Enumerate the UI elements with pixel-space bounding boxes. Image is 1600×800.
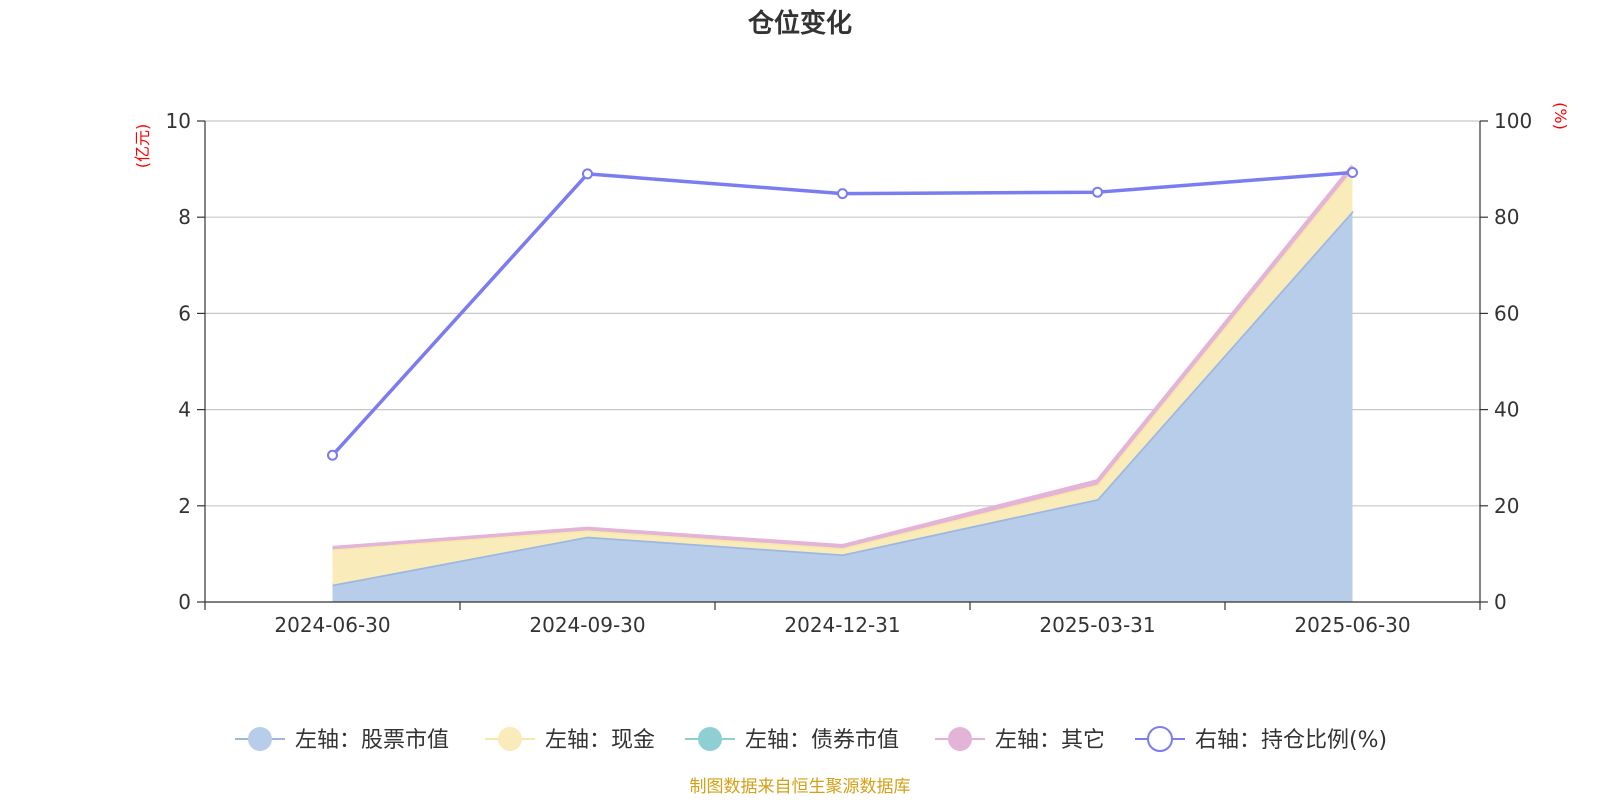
right-axis-tick-label: 60 bbox=[1494, 301, 1519, 325]
source-note: 制图数据来自恒生聚源数据库 bbox=[690, 777, 911, 797]
legend-label: 左轴：债券市值 bbox=[745, 728, 899, 753]
holding-ratio-line bbox=[327, 166, 1358, 461]
legend-item: 左轴：现金 bbox=[485, 727, 655, 753]
left-axis-tick-label: 6 bbox=[178, 301, 191, 325]
legend-label: 左轴：现金 bbox=[545, 728, 655, 753]
left-axis-tick-label: 0 bbox=[178, 590, 191, 614]
legend-label: 左轴：其它 bbox=[995, 728, 1105, 753]
legend-symbol bbox=[248, 727, 272, 751]
area-左轴：股票市值 bbox=[332, 210, 1353, 602]
legend-symbol bbox=[498, 727, 522, 751]
right-axis-tick-label: 100 bbox=[1494, 109, 1532, 133]
x-axis-tick-label: 2025-06-30 bbox=[1294, 613, 1410, 637]
right-axis-tick-label: 20 bbox=[1494, 494, 1519, 518]
stacked-areas bbox=[332, 164, 1354, 602]
line-point bbox=[1347, 166, 1358, 178]
x-axis-tick-label: 2025-03-31 bbox=[1039, 613, 1155, 637]
legend-item: 左轴：其它 bbox=[935, 727, 1105, 753]
line-point bbox=[837, 188, 848, 200]
legend-label: 右轴：持仓比例(%) bbox=[1195, 728, 1387, 753]
x-axis-tick-label: 2024-06-30 bbox=[274, 613, 390, 637]
left-axis-unit: (亿元) bbox=[133, 124, 152, 169]
legend-label: 左轴：股票市值 bbox=[295, 728, 449, 753]
legend-item: 左轴：债券市值 bbox=[685, 727, 899, 753]
left-axis-tick-label: 2 bbox=[178, 494, 191, 518]
left-axis-tick-label: 8 bbox=[178, 205, 191, 229]
line-point bbox=[582, 168, 593, 180]
legend-item: 右轴：持仓比例(%) bbox=[1135, 726, 1387, 753]
legend-symbol bbox=[1147, 726, 1173, 752]
right-axis-tick-label: 80 bbox=[1494, 205, 1519, 229]
line-point bbox=[1092, 186, 1103, 198]
x-axis-tick-label: 2024-12-31 bbox=[784, 613, 900, 637]
legend-symbol bbox=[698, 727, 722, 751]
area-edge-左轴：其它 bbox=[332, 164, 1354, 550]
right-axis-tick-label: 0 bbox=[1494, 590, 1507, 614]
legend-symbol bbox=[948, 727, 972, 751]
chart-title: 仓位变化 bbox=[747, 8, 852, 39]
right-axis-tick-label: 40 bbox=[1494, 398, 1519, 422]
right-axis-unit: (%) bbox=[1551, 102, 1570, 130]
line-point bbox=[327, 449, 338, 461]
x-axis-tick-label: 2024-09-30 bbox=[529, 613, 645, 637]
left-axis-tick-label: 4 bbox=[178, 398, 191, 422]
legend-item: 左轴：股票市值 bbox=[235, 727, 449, 753]
left-axis-tick-label: 10 bbox=[166, 109, 191, 133]
legend: 左轴：股票市值 左轴：现金 左轴：债券市值 左轴：其它 右轴：持仓比例(%) bbox=[235, 726, 1387, 753]
